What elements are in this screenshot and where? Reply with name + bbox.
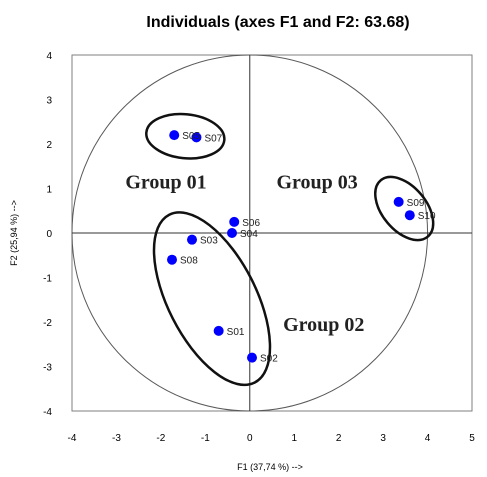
x-tick-label: 1 (291, 433, 297, 444)
point-label: S09 (407, 198, 425, 209)
x-tick-label: -3 (112, 433, 121, 444)
y-tick-label: 4 (46, 51, 52, 62)
y-tick-label: -1 (43, 274, 52, 285)
data-point (167, 254, 177, 265)
x-tick-label: -1 (201, 433, 210, 444)
data-point (191, 132, 202, 143)
x-tick-label: -2 (156, 433, 165, 444)
data-point (247, 352, 257, 363)
y-tick-label: 2 (46, 140, 52, 151)
point-label: S07 (204, 133, 222, 144)
x-axis-label: F1 (37,74 %) --> (237, 462, 303, 472)
point-label: S04 (240, 229, 258, 240)
group-label: Group 02 (283, 314, 364, 336)
point-label: S06 (242, 218, 260, 229)
data-point (229, 216, 240, 227)
point-label: S03 (200, 236, 218, 247)
group-label: Group 01 (125, 172, 206, 194)
point-label: S05 (182, 131, 200, 142)
x-tick-label: 2 (336, 433, 342, 444)
x-tick-label: 3 (380, 433, 386, 444)
group-ellipse (374, 175, 435, 242)
point-label: S08 (180, 256, 198, 267)
y-tick-label: -4 (43, 407, 52, 418)
x-tick-label: 5 (469, 433, 475, 444)
y-tick-label: -2 (43, 318, 52, 329)
x-tick-label: -4 (68, 433, 77, 444)
y-tick-label: 3 (46, 96, 52, 107)
y-tick-label: -3 (43, 363, 52, 374)
data-point (213, 325, 224, 336)
group-ellipse (145, 112, 226, 160)
point-label: S02 (260, 354, 278, 365)
x-tick-label: 4 (425, 433, 431, 444)
point-label: S01 (227, 327, 245, 338)
chart-title: Individuals (axes F1 and F2: 63.68) (146, 14, 409, 31)
data-point (393, 196, 404, 207)
y-tick-label: 0 (46, 229, 52, 240)
x-tick-label: 0 (247, 433, 253, 444)
point-label: S10 (418, 211, 436, 222)
data-point (169, 130, 180, 141)
data-point (187, 234, 197, 245)
data-point (227, 228, 237, 238)
data-point (404, 210, 415, 221)
y-tick-label: 1 (46, 185, 52, 196)
y-axis-label: F2 (25,94 %) --> (9, 200, 19, 266)
group-label: Group 03 (276, 172, 357, 194)
group-ellipse (152, 211, 272, 387)
